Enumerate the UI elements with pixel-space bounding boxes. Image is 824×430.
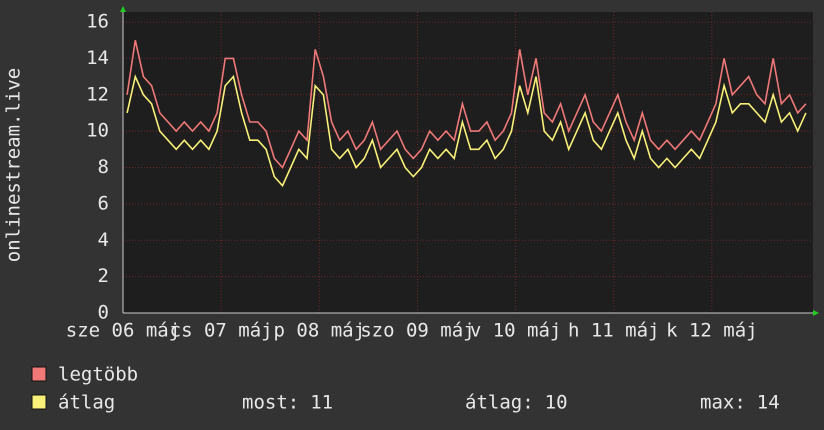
- y-tick-label: 10: [86, 120, 109, 142]
- y-tick-label: 4: [98, 229, 109, 251]
- y-tick-label: 0: [98, 302, 109, 324]
- stat-value: 10: [545, 392, 568, 414]
- y-tick-label: 12: [86, 83, 109, 105]
- y-tick-label: 14: [86, 47, 109, 69]
- y-tick-label: 6: [98, 192, 109, 214]
- y-axis-label: onlinestream.live: [3, 68, 25, 262]
- x-arrow: [813, 310, 819, 316]
- legend-swatch: [31, 366, 47, 382]
- x-tick-label: szo 09 máj: [360, 320, 474, 342]
- stat-value: 14: [757, 392, 780, 414]
- series-line: [126, 74, 807, 188]
- y-tick-label: 16: [86, 11, 109, 33]
- stat-label: átlag:: [465, 392, 534, 414]
- legend-label: átlag: [58, 392, 115, 414]
- x-tick-label: v 10 máj: [470, 320, 562, 342]
- legend-label: legtöbb: [58, 364, 138, 386]
- y-tick-label: 2: [98, 265, 109, 287]
- x-tick-label: cs 07 máj: [170, 320, 273, 342]
- legend-swatch: [31, 394, 47, 410]
- series-line: [126, 40, 807, 169]
- y-tick-label: 8: [98, 156, 109, 178]
- y-arrow: [120, 6, 126, 12]
- x-tick-label: sze 06 máj: [66, 320, 180, 342]
- stat-value: 11: [310, 392, 333, 414]
- x-tick-label: p 08 máj: [274, 320, 366, 342]
- lines: [126, 40, 807, 188]
- plot-area: [123, 12, 813, 313]
- x-tick-label: h 11 máj: [568, 320, 660, 342]
- x-tick-label: k 12 máj: [666, 320, 758, 342]
- stat-label: most:: [242, 392, 299, 414]
- legend: legtöbb átlag most: 11 átlag: 10 max: 14: [31, 364, 780, 414]
- stat-label: max:: [700, 392, 746, 414]
